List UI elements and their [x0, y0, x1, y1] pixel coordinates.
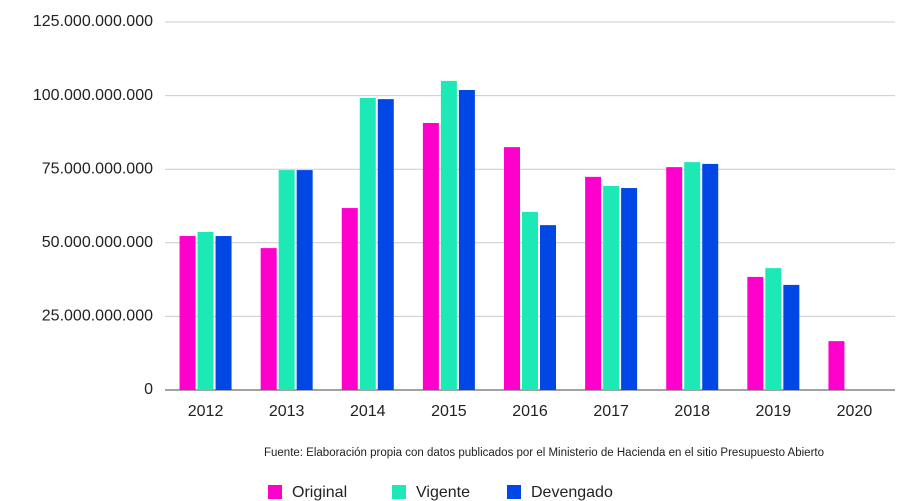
y-tick-label: 125.000.000.000 — [33, 13, 153, 30]
legend-swatch — [268, 485, 282, 499]
bar — [702, 163, 719, 390]
bar — [522, 211, 538, 390]
bar — [828, 341, 845, 390]
bar — [359, 97, 376, 390]
y-tick-label: 25.000.000.000 — [42, 308, 153, 325]
bar — [684, 162, 701, 390]
bar — [585, 176, 602, 390]
bar — [783, 284, 800, 390]
x-tick-label: 2018 — [674, 403, 710, 420]
x-tick-label: 2019 — [756, 403, 792, 420]
legend-label: Original — [292, 484, 347, 501]
bar — [422, 122, 439, 391]
legend-label: Vigente — [416, 484, 470, 501]
y-tick-label: 100.000.000.000 — [33, 87, 153, 104]
bar — [765, 268, 782, 390]
legend-swatch — [507, 485, 521, 499]
y-tick-label: 0 — [144, 381, 153, 398]
bar — [215, 236, 232, 390]
bar — [504, 147, 520, 390]
bar — [540, 225, 556, 390]
x-tick-label: 2012 — [188, 403, 224, 420]
bar — [747, 276, 764, 390]
bar — [377, 99, 394, 390]
bar — [440, 80, 457, 390]
x-tick-label: 2017 — [593, 403, 629, 420]
bar — [179, 236, 196, 390]
x-tick-label: 2015 — [431, 403, 467, 420]
bar — [341, 208, 358, 390]
bar — [197, 231, 214, 390]
x-tick-label: 2020 — [837, 403, 873, 420]
y-tick-label: 50.000.000.000 — [42, 234, 153, 251]
bar — [278, 170, 295, 390]
bar — [296, 170, 313, 390]
source-note: Fuente: Elaboración propia con datos pub… — [264, 447, 824, 459]
x-tick-label: 2016 — [512, 403, 548, 420]
bar — [458, 90, 475, 390]
bar — [260, 248, 277, 390]
x-tick-label: 2014 — [350, 403, 386, 420]
y-tick-label: 75.000.000.000 — [42, 160, 153, 177]
bar — [621, 188, 638, 390]
bar — [666, 167, 683, 390]
legend-label: Devengado — [531, 484, 613, 501]
legend-swatch — [392, 485, 406, 499]
x-tick-label: 2013 — [269, 403, 305, 420]
bar — [603, 185, 620, 390]
